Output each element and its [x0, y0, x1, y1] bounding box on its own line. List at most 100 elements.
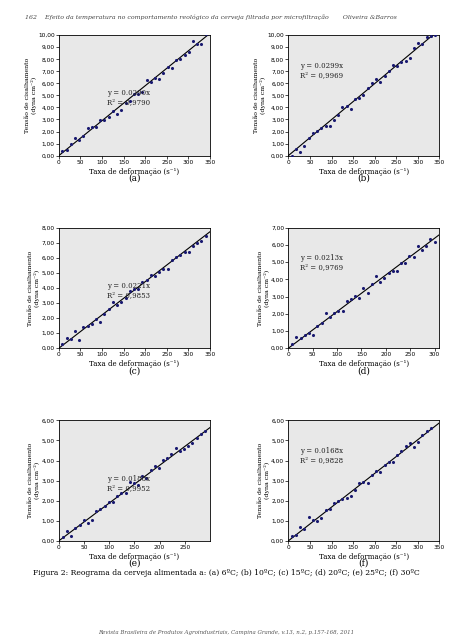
- Point: [76, 335, 83, 346]
- Point: [419, 39, 426, 49]
- Point: [147, 269, 154, 280]
- Point: [67, 139, 74, 149]
- Text: 162    Efeito da temperatura no comportamento reológico da cerveja filtrada por : 162 Efeito da temperatura no comportamen…: [25, 14, 397, 20]
- Point: [335, 110, 342, 120]
- Point: [185, 247, 193, 257]
- Point: [381, 71, 388, 81]
- Point: [305, 512, 312, 522]
- Point: [114, 492, 121, 502]
- Point: [339, 306, 346, 316]
- Text: y = 0.0290x
R² = 0,9790: y = 0.0290x R² = 0,9790: [107, 90, 150, 107]
- Point: [193, 237, 201, 248]
- Point: [360, 90, 367, 100]
- Point: [368, 470, 376, 480]
- Point: [288, 150, 295, 161]
- Point: [427, 423, 434, 433]
- X-axis label: Taxa de deformação (s⁻¹): Taxa de deformação (s⁻¹): [319, 360, 409, 368]
- Point: [143, 275, 150, 285]
- Point: [80, 322, 87, 332]
- Point: [126, 286, 133, 296]
- Point: [381, 273, 388, 283]
- Point: [347, 104, 354, 114]
- Point: [147, 77, 154, 87]
- Point: [156, 267, 163, 277]
- Point: [326, 312, 333, 323]
- Point: [176, 445, 183, 456]
- Point: [168, 255, 175, 266]
- Point: [105, 111, 112, 122]
- Point: [385, 66, 392, 76]
- Point: [372, 271, 380, 281]
- Y-axis label: Tensão de cisalhamento
(dyna cm⁻²): Tensão de cisalhamento (dyna cm⁻²): [28, 250, 40, 326]
- Point: [410, 43, 418, 53]
- Point: [151, 72, 159, 83]
- Point: [88, 319, 96, 329]
- Point: [398, 57, 405, 67]
- Point: [423, 241, 430, 251]
- Text: y = 0.0188x
R² = 0,9952: y = 0.0188x R² = 0,9952: [107, 475, 150, 492]
- Point: [352, 485, 359, 495]
- Point: [67, 334, 74, 344]
- Point: [368, 77, 376, 88]
- Point: [105, 497, 112, 508]
- X-axis label: Taxa de deformação (s⁻¹): Taxa de deformação (s⁻¹): [89, 168, 179, 175]
- Point: [335, 306, 342, 316]
- Point: [402, 56, 409, 67]
- Point: [173, 54, 180, 65]
- Point: [202, 230, 209, 241]
- Point: [293, 332, 300, 342]
- X-axis label: Taxa de deformação (s⁻¹): Taxa de deformação (s⁻¹): [89, 553, 179, 561]
- Point: [288, 531, 295, 541]
- Point: [301, 524, 308, 534]
- Text: y = 0.0168x
R² = 0,9828: y = 0.0168x R² = 0,9828: [300, 447, 344, 464]
- Point: [72, 132, 79, 143]
- Point: [118, 105, 125, 115]
- Point: [356, 93, 363, 103]
- Point: [402, 258, 409, 268]
- Point: [130, 89, 138, 99]
- Text: y = 0.0213x
R² = 0,9769: y = 0.0213x R² = 0,9769: [300, 254, 344, 271]
- Point: [159, 455, 167, 465]
- Point: [72, 326, 79, 337]
- Point: [109, 297, 116, 307]
- Point: [109, 106, 116, 116]
- Point: [410, 252, 417, 262]
- Text: (b): (b): [357, 173, 371, 182]
- Point: [330, 498, 337, 508]
- Point: [76, 520, 83, 530]
- Text: (a): (a): [128, 173, 140, 182]
- Text: (e): (e): [128, 559, 140, 568]
- Point: [364, 287, 371, 298]
- Point: [59, 339, 66, 349]
- Point: [410, 442, 418, 452]
- Point: [151, 461, 159, 471]
- Point: [189, 36, 197, 47]
- Point: [151, 271, 159, 281]
- Point: [96, 317, 104, 327]
- Point: [301, 141, 308, 152]
- Point: [423, 32, 430, 42]
- Point: [293, 530, 300, 540]
- Point: [352, 291, 359, 301]
- Point: [173, 252, 180, 262]
- Point: [84, 122, 91, 132]
- Point: [92, 314, 100, 324]
- Point: [297, 147, 304, 157]
- Point: [139, 87, 146, 97]
- Point: [126, 477, 133, 488]
- Point: [414, 38, 422, 48]
- Point: [389, 458, 396, 468]
- Point: [397, 258, 405, 268]
- Point: [394, 61, 401, 72]
- Point: [381, 460, 388, 470]
- Point: [181, 247, 188, 257]
- Point: [305, 133, 312, 143]
- Point: [313, 126, 321, 136]
- Point: [301, 330, 308, 340]
- Point: [309, 515, 317, 525]
- Point: [360, 283, 367, 293]
- Point: [339, 493, 346, 504]
- Point: [189, 241, 197, 252]
- Point: [326, 504, 333, 515]
- X-axis label: Taxa de deformação (s⁻¹): Taxa de deformação (s⁻¹): [319, 553, 409, 561]
